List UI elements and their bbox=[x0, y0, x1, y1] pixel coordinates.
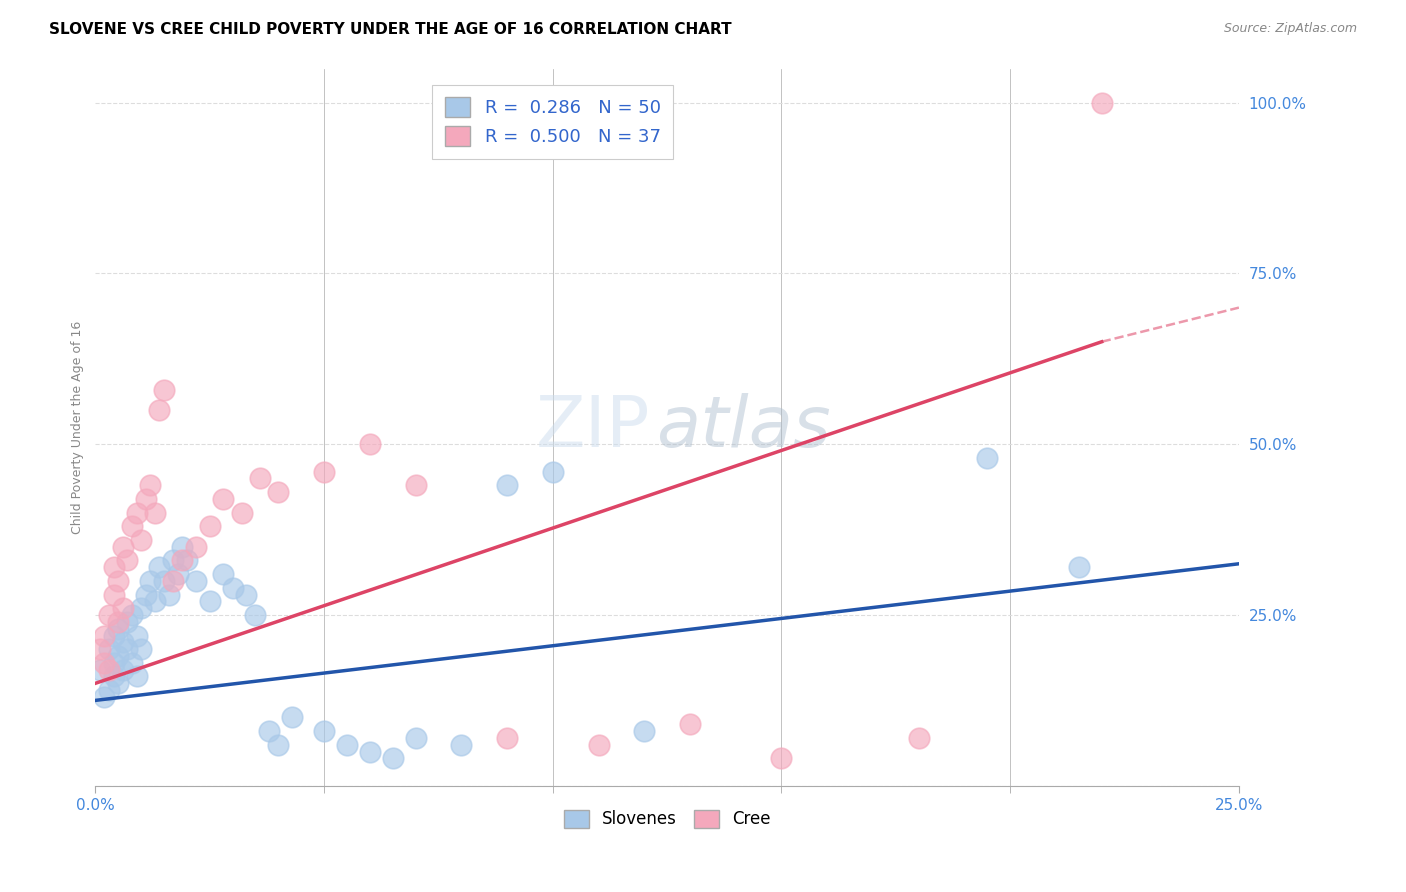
Point bbox=[633, 724, 655, 739]
Point bbox=[139, 478, 162, 492]
Point bbox=[1067, 560, 1090, 574]
Point bbox=[143, 506, 166, 520]
Text: ZIP: ZIP bbox=[536, 392, 650, 462]
Point bbox=[172, 553, 194, 567]
Point bbox=[111, 635, 134, 649]
Point bbox=[139, 574, 162, 588]
Point bbox=[184, 574, 207, 588]
Point bbox=[221, 581, 243, 595]
Point bbox=[198, 594, 221, 608]
Point bbox=[212, 567, 235, 582]
Point bbox=[111, 663, 134, 677]
Point bbox=[212, 491, 235, 506]
Legend: Slovenes, Cree: Slovenes, Cree bbox=[557, 803, 778, 835]
Point bbox=[103, 560, 125, 574]
Point bbox=[107, 574, 129, 588]
Point bbox=[111, 601, 134, 615]
Point bbox=[107, 648, 129, 663]
Point bbox=[103, 587, 125, 601]
Point bbox=[231, 506, 253, 520]
Point bbox=[117, 553, 139, 567]
Point bbox=[907, 731, 929, 745]
Point bbox=[153, 383, 176, 397]
Point bbox=[405, 731, 427, 745]
Point bbox=[257, 724, 280, 739]
Point bbox=[121, 607, 143, 622]
Point bbox=[125, 669, 148, 683]
Point bbox=[359, 437, 381, 451]
Point bbox=[121, 656, 143, 670]
Point bbox=[153, 574, 176, 588]
Point bbox=[107, 676, 129, 690]
Point bbox=[117, 615, 139, 629]
Point bbox=[93, 690, 115, 704]
Point bbox=[107, 615, 129, 629]
Point bbox=[103, 669, 125, 683]
Point bbox=[496, 478, 519, 492]
Point bbox=[103, 656, 125, 670]
Point bbox=[249, 471, 271, 485]
Point bbox=[111, 540, 134, 554]
Point bbox=[176, 553, 198, 567]
Point bbox=[1091, 95, 1114, 110]
Point bbox=[148, 403, 170, 417]
Text: atlas: atlas bbox=[655, 392, 831, 462]
Point bbox=[148, 560, 170, 574]
Point bbox=[312, 465, 335, 479]
Point bbox=[129, 642, 152, 657]
Point bbox=[312, 724, 335, 739]
Point bbox=[381, 751, 404, 765]
Point bbox=[103, 628, 125, 642]
Point bbox=[93, 656, 115, 670]
Point bbox=[679, 717, 702, 731]
Point bbox=[125, 628, 148, 642]
Point bbox=[245, 607, 267, 622]
Point bbox=[98, 683, 121, 698]
Point bbox=[359, 745, 381, 759]
Point bbox=[184, 540, 207, 554]
Point bbox=[98, 663, 121, 677]
Point bbox=[135, 491, 157, 506]
Point bbox=[129, 601, 152, 615]
Point bbox=[143, 594, 166, 608]
Point bbox=[541, 465, 564, 479]
Point bbox=[267, 485, 290, 500]
Point bbox=[162, 574, 184, 588]
Point bbox=[976, 450, 998, 465]
Point bbox=[405, 478, 427, 492]
Point bbox=[117, 642, 139, 657]
Point bbox=[166, 567, 188, 582]
Point bbox=[129, 533, 152, 547]
Point bbox=[89, 663, 111, 677]
Point bbox=[121, 519, 143, 533]
Point bbox=[235, 587, 257, 601]
Point bbox=[157, 587, 180, 601]
Text: Source: ZipAtlas.com: Source: ZipAtlas.com bbox=[1223, 22, 1357, 36]
Point bbox=[98, 607, 121, 622]
Point bbox=[98, 642, 121, 657]
Point bbox=[135, 587, 157, 601]
Point bbox=[89, 642, 111, 657]
Point bbox=[162, 553, 184, 567]
Point bbox=[172, 540, 194, 554]
Point bbox=[281, 710, 304, 724]
Point bbox=[770, 751, 793, 765]
Y-axis label: Child Poverty Under the Age of 16: Child Poverty Under the Age of 16 bbox=[72, 320, 84, 533]
Point bbox=[93, 628, 115, 642]
Text: SLOVENE VS CREE CHILD POVERTY UNDER THE AGE OF 16 CORRELATION CHART: SLOVENE VS CREE CHILD POVERTY UNDER THE … bbox=[49, 22, 733, 37]
Point bbox=[450, 738, 472, 752]
Point bbox=[267, 738, 290, 752]
Point bbox=[588, 738, 610, 752]
Point bbox=[336, 738, 359, 752]
Point bbox=[107, 622, 129, 636]
Point bbox=[496, 731, 519, 745]
Point bbox=[125, 506, 148, 520]
Point bbox=[198, 519, 221, 533]
